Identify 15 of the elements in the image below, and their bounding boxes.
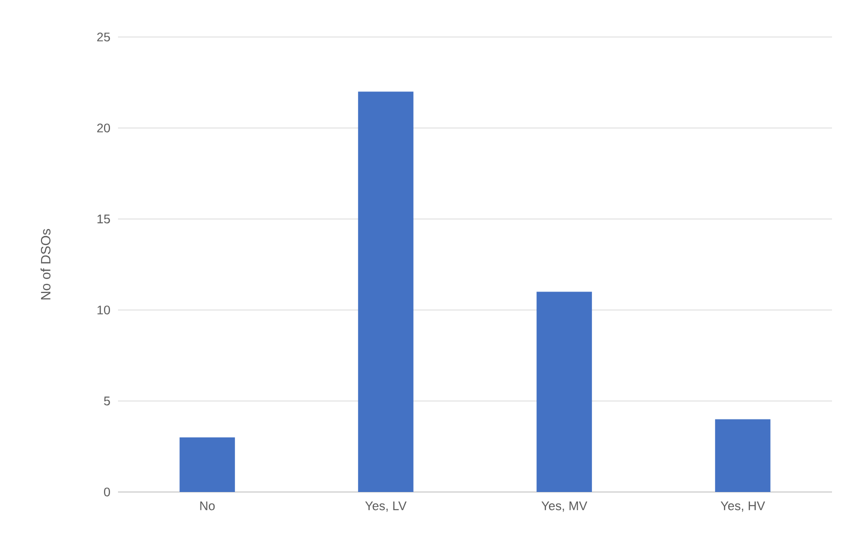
bar: [358, 92, 414, 492]
y-tick-label: 15: [98, 214, 110, 224]
y-axis-title: No of DSOs: [40, 228, 50, 300]
y-tick-label: 0: [104, 488, 110, 496]
x-tick-label: Yes, HV: [720, 502, 766, 512]
bar: [180, 437, 235, 492]
y-tick-label: 10: [98, 306, 110, 314]
x-tick-label: Yes, MV: [541, 502, 588, 512]
bar: [536, 292, 592, 492]
y-tick-label: 25: [97, 32, 110, 42]
y-tick-label: 20: [97, 124, 110, 132]
x-tick-label: Yes, LV: [365, 502, 407, 512]
x-tick-label: No: [200, 502, 215, 510]
bar: [715, 419, 770, 492]
y-tick-label: 5: [104, 396, 110, 406]
